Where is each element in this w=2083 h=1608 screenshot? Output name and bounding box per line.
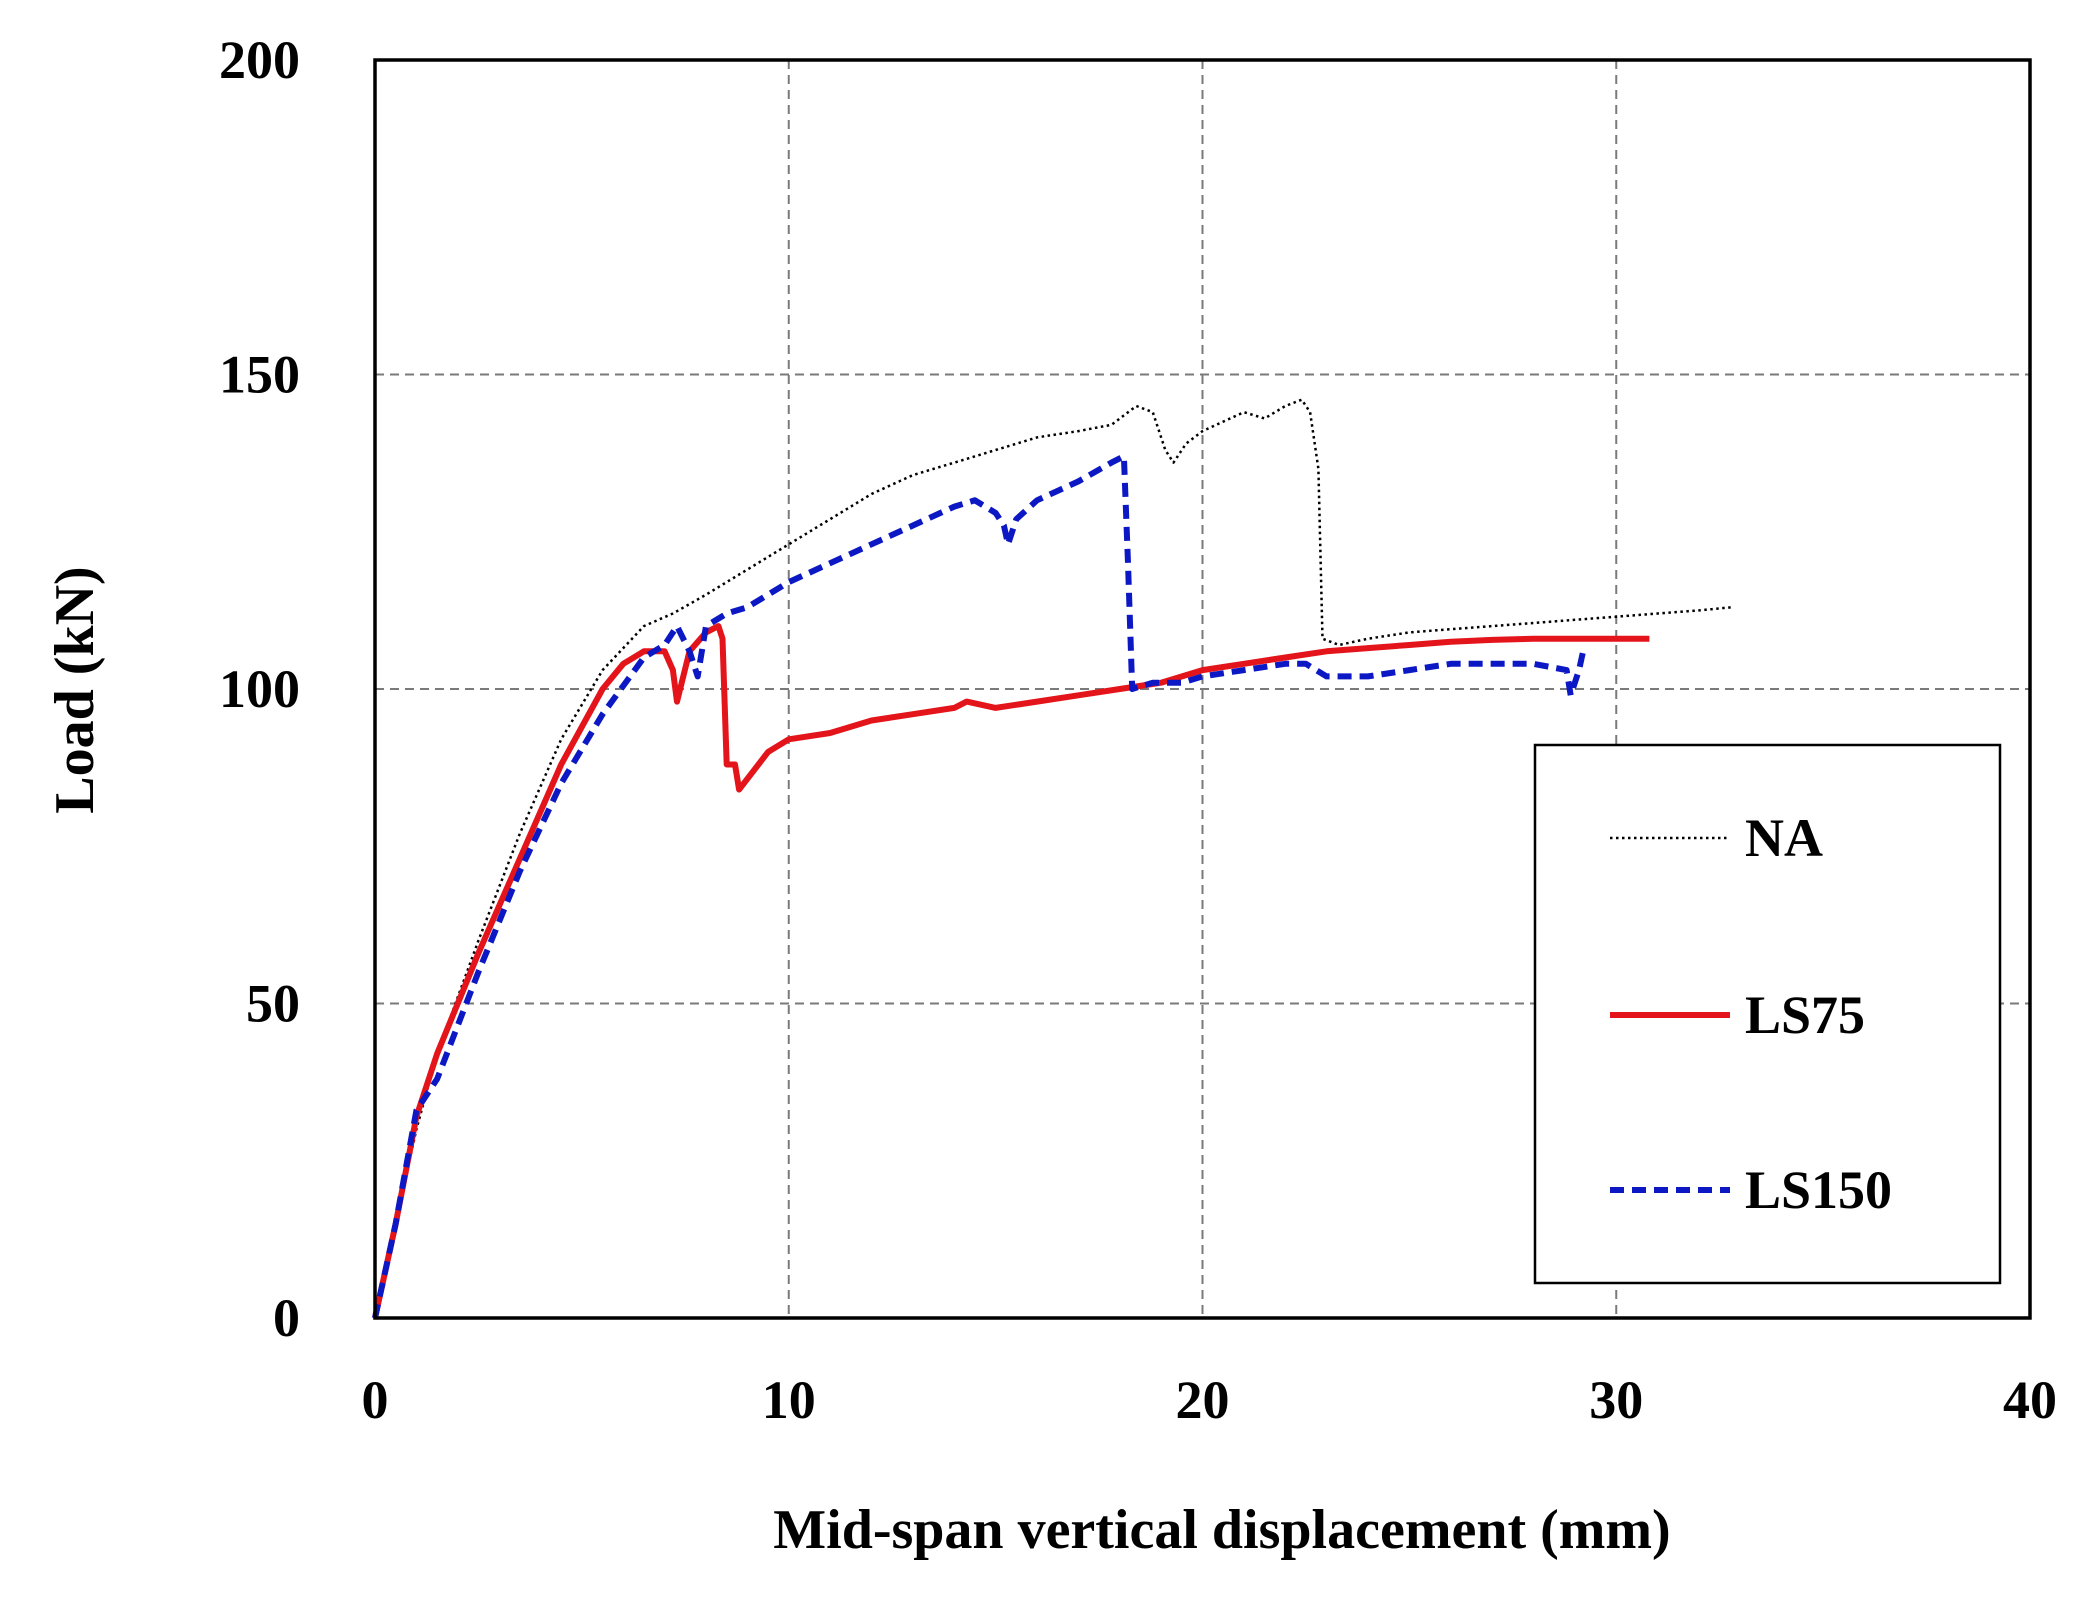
series-line-ls150: [372, 453, 1587, 1319]
x-tick-label: 10: [762, 1370, 816, 1430]
x-tick-label: 30: [1589, 1370, 1643, 1430]
y-tick-label: 150: [219, 345, 300, 405]
tick-labels: 0 10 20 30 40 0 50 100 150 200: [219, 30, 2057, 1430]
x-tick-label: 20: [1176, 1370, 1230, 1430]
y-tick-label: 50: [246, 974, 300, 1034]
series-line-na: [373, 398, 1733, 1319]
legend: NA LS75 LS150: [1533, 743, 2002, 1285]
series-line-ls75: [372, 623, 1650, 1319]
y-axis-title: Load (kN): [44, 566, 106, 813]
x-tick-label: 40: [2003, 1370, 2057, 1430]
x-tick-label: 0: [362, 1370, 389, 1430]
grid: [375, 60, 2030, 1318]
y-tick-label: 0: [273, 1288, 300, 1348]
legend-label-ls150: LS150: [1745, 1160, 1892, 1220]
y-tick-label: 100: [219, 659, 300, 719]
legend-label-na: NA: [1745, 808, 1823, 868]
x-axis-title: Mid-span vertical displacement (mm): [773, 1499, 1670, 1561]
data-series: [372, 398, 1733, 1319]
plot-area-frame: [373, 58, 2032, 1320]
y-tick-label: 200: [219, 30, 300, 90]
legend-label-ls75: LS75: [1745, 985, 1865, 1045]
